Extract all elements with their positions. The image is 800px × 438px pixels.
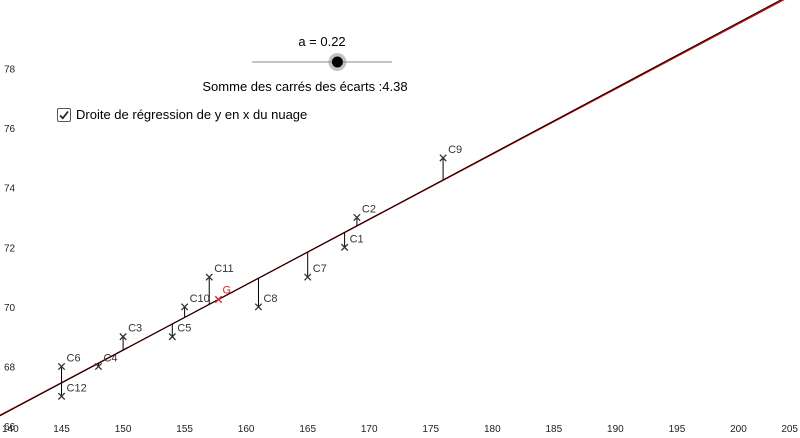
regression-line-toggle[interactable]: Droite de régression de y en x du nuage (57, 107, 307, 122)
point-c5[interactable] (168, 333, 176, 341)
x-tick-label: 195 (669, 424, 686, 435)
x-tick-label: 180 (484, 424, 501, 435)
point-c4[interactable] (94, 362, 103, 371)
point-c8[interactable] (254, 303, 263, 311)
centroid-label: G (222, 284, 231, 296)
x-tick-label: 200 (730, 424, 747, 435)
point-label-c1: C1 (350, 233, 364, 245)
point-c7[interactable] (304, 273, 312, 281)
point-label-c9: C9 (448, 144, 462, 156)
point-label-c6: C6 (67, 352, 81, 364)
x-tick-label: 160 (238, 424, 255, 435)
point-c3[interactable] (119, 333, 127, 341)
x-tick-label: 150 (115, 424, 132, 435)
x-tick-label: 205 (781, 424, 798, 435)
regression-checkbox[interactable] (57, 107, 71, 122)
y-tick-label: 74 (4, 184, 16, 195)
y-tick-label: 68 (4, 362, 16, 373)
point-label-c11: C11 (214, 263, 233, 275)
point-label-c3: C3 (128, 323, 142, 335)
sum-of-squares-label: Somme des carrés des écarts :4.38 (202, 79, 408, 94)
y-tick-label: 72 (4, 243, 16, 254)
point-label-c5: C5 (177, 323, 191, 335)
point-label-c2: C2 (362, 204, 376, 216)
point-c11[interactable] (205, 273, 213, 281)
point-label-c7: C7 (313, 263, 327, 275)
point-c6[interactable] (57, 362, 66, 371)
point-cross-stroke (340, 243, 349, 251)
y-tick-label: 70 (4, 303, 16, 314)
point-cross-stroke (439, 154, 447, 162)
point-label-c8: C8 (263, 293, 277, 305)
y-tick-label: 66 (4, 422, 16, 433)
y-tick-label: 76 (4, 124, 16, 135)
point-label-c12: C12 (67, 382, 87, 394)
point-cross-stroke (254, 303, 263, 311)
centroid-point[interactable] (214, 295, 223, 304)
slider-value-label: a = 0.22 (298, 34, 346, 49)
point-label-c4: C4 (103, 352, 117, 364)
regression-checkbox-label: Droite de régression de y en x du nuage (76, 107, 308, 122)
point-cross-stroke (94, 362, 103, 371)
x-tick-label: 140 (2, 424, 19, 435)
point-cross-stroke (304, 273, 312, 281)
x-tick-label: 145 (53, 424, 70, 435)
x-tick-label: 165 (299, 424, 316, 435)
point-label-c10: C10 (190, 293, 210, 305)
point-c2[interactable] (353, 213, 361, 222)
regression-line (0, 0, 785, 416)
point-cross-stroke (353, 213, 361, 222)
x-tick-label: 190 (607, 424, 624, 435)
y-tick-label: 78 (4, 65, 16, 76)
point-cross-stroke (205, 273, 213, 281)
x-tick-label: 185 (546, 424, 563, 435)
point-cross-stroke (57, 392, 66, 400)
point-cross-stroke (168, 333, 176, 341)
x-tick-label: 170 (361, 424, 378, 435)
point-cross-stroke (119, 333, 127, 341)
point-cross-stroke (180, 303, 189, 311)
centroid-cross-stroke (214, 295, 223, 304)
point-cross-stroke (57, 362, 66, 371)
point-c12[interactable] (57, 392, 66, 400)
point-c9[interactable] (439, 154, 447, 162)
x-tick-label: 155 (176, 424, 193, 435)
x-tick-label: 175 (422, 424, 439, 435)
adjustable-line[interactable] (0, 0, 800, 417)
checkmark-icon (59, 110, 69, 119)
point-c1[interactable] (340, 243, 349, 251)
point-c10[interactable] (180, 303, 189, 311)
slider-handle[interactable] (331, 56, 343, 68)
